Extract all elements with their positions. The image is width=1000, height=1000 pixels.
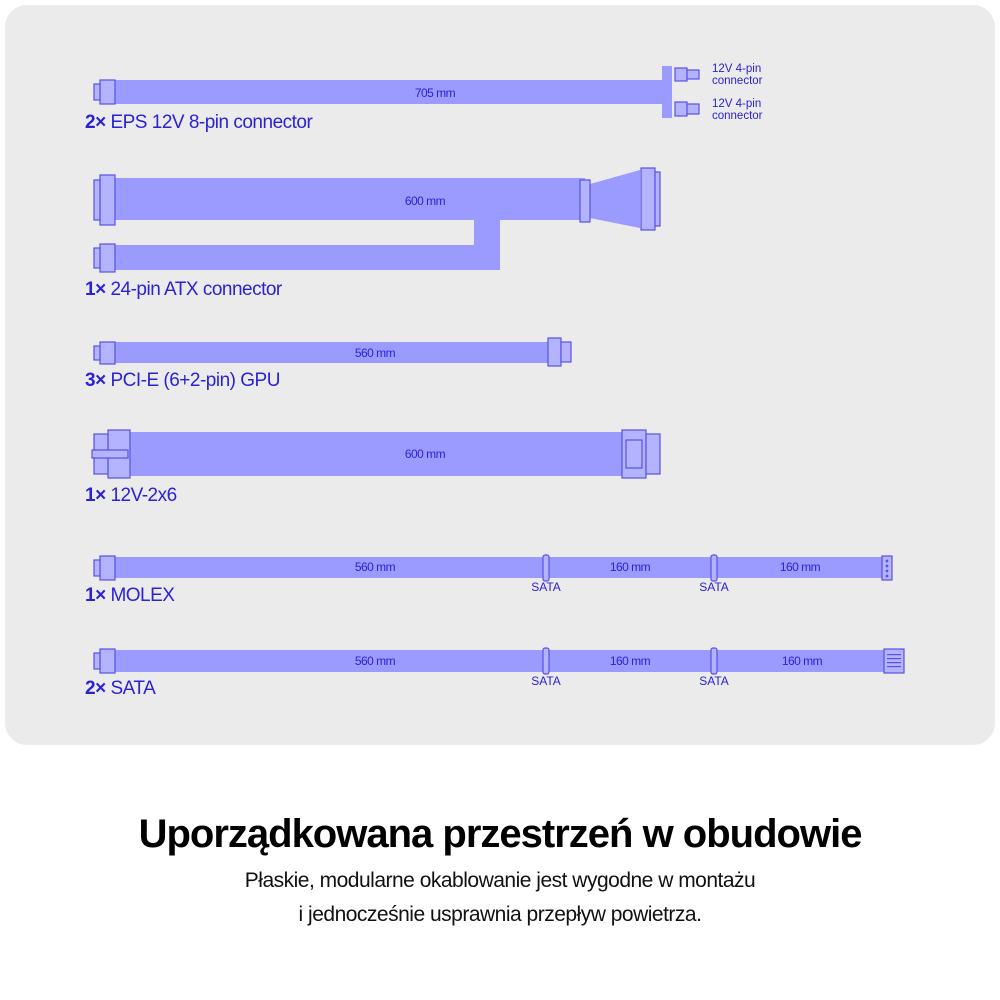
- eps-cable: [115, 80, 665, 104]
- molex-label: 1× MOLEX: [85, 585, 175, 607]
- molex-connector-left: [99, 555, 116, 581]
- molex-length-2: 160 mm: [609, 560, 651, 574]
- eps-end-label-2: 12V 4-pin connector: [712, 98, 763, 122]
- pcie-cable: [115, 342, 550, 363]
- molex-length-3: 160 mm: [779, 560, 821, 574]
- name: 12V-2x6: [110, 485, 177, 506]
- qty: 1×: [85, 585, 106, 606]
- sata-tap-label-2: SATA: [699, 674, 729, 688]
- molex-end: [881, 555, 893, 581]
- sata-cable: [115, 650, 885, 672]
- atx-connector-left: [99, 174, 116, 226]
- atx-cable-main: [115, 178, 585, 220]
- atx-connector-lower: [99, 243, 116, 273]
- eps-length: 705 mm: [414, 86, 456, 100]
- page-title: Uporządkowana przestrzeń w obudowie: [138, 812, 863, 856]
- sata-connector-left: [99, 648, 116, 674]
- pcie-connector-left: [99, 341, 116, 365]
- eps-end-label-1: 12V 4-pin connector: [712, 63, 763, 87]
- pcie-connector-right: [547, 337, 562, 367]
- atx-cable-lower: [115, 245, 500, 270]
- cable-diagram: [91, 66, 905, 675]
- qty: 2×: [85, 112, 106, 133]
- pcie-length: 560 mm: [354, 346, 396, 360]
- molex-sata-tap-2: [710, 554, 718, 582]
- 12v2x6-cable: [128, 432, 624, 476]
- sata-length-3: 160 mm: [781, 654, 823, 668]
- subtitle-line-1: Płaskie, modularne okablowanie jest wygo…: [244, 869, 756, 892]
- diagram-panel: [5, 5, 995, 745]
- qty: 2×: [85, 678, 106, 699]
- molex-tap-label-2: SATA: [699, 580, 729, 594]
- sata-sata-tap-2: [710, 647, 718, 675]
- sata-length-2: 160 mm: [609, 654, 651, 668]
- subtitle-line-2: i jednocześnie usprawnia przepływ powiet…: [298, 903, 702, 926]
- name: SATA: [110, 678, 156, 699]
- end-line1: 12V 4-pin: [712, 63, 762, 75]
- name: PCI-E (6+2-pin) GPU: [110, 370, 280, 391]
- eps-4pin-bottom: [674, 101, 688, 117]
- eps-connector-left: [99, 79, 116, 105]
- end-line1: 12V 4-pin: [712, 98, 762, 110]
- sata-tap-label-1: SATA: [531, 674, 561, 688]
- qty: 1×: [85, 279, 106, 300]
- molex-length-1: 560 mm: [354, 560, 396, 574]
- atx-ferrule: [579, 179, 591, 223]
- sata-sata-tap-1: [542, 647, 550, 675]
- eps-label: 2× EPS 12V 8-pin connector: [85, 112, 313, 134]
- eps-split: [662, 66, 672, 118]
- atx-cable-join: [474, 218, 500, 270]
- sata-end: [883, 648, 905, 674]
- pcie-label: 3× PCI-E (6+2-pin) GPU: [85, 370, 280, 392]
- atx-label: 1× 24-pin ATX connector: [85, 279, 282, 301]
- end-line2: connector: [712, 75, 763, 87]
- qty: 3×: [85, 370, 106, 391]
- name: MOLEX: [110, 585, 175, 606]
- molex-tap-label-1: SATA: [531, 580, 561, 594]
- atx-fan: [590, 170, 640, 228]
- molex-cable: [115, 557, 885, 578]
- name: EPS 12V 8-pin connector: [110, 112, 313, 133]
- atx-connector-right: [640, 167, 656, 231]
- end-line2: connector: [712, 110, 763, 122]
- sata-label: 2× SATA: [85, 678, 156, 700]
- name: 24-pin ATX connector: [110, 279, 282, 300]
- 12v2x6-length: 600 mm: [404, 447, 446, 461]
- sata-length-1: 560 mm: [354, 654, 396, 668]
- qty: 1×: [85, 485, 106, 506]
- atx-length: 600 mm: [404, 194, 446, 208]
- eps-4pin-top: [674, 67, 688, 82]
- molex-sata-tap-1: [542, 554, 550, 582]
- 12v2x6-label: 1× 12V-2x6: [85, 485, 177, 507]
